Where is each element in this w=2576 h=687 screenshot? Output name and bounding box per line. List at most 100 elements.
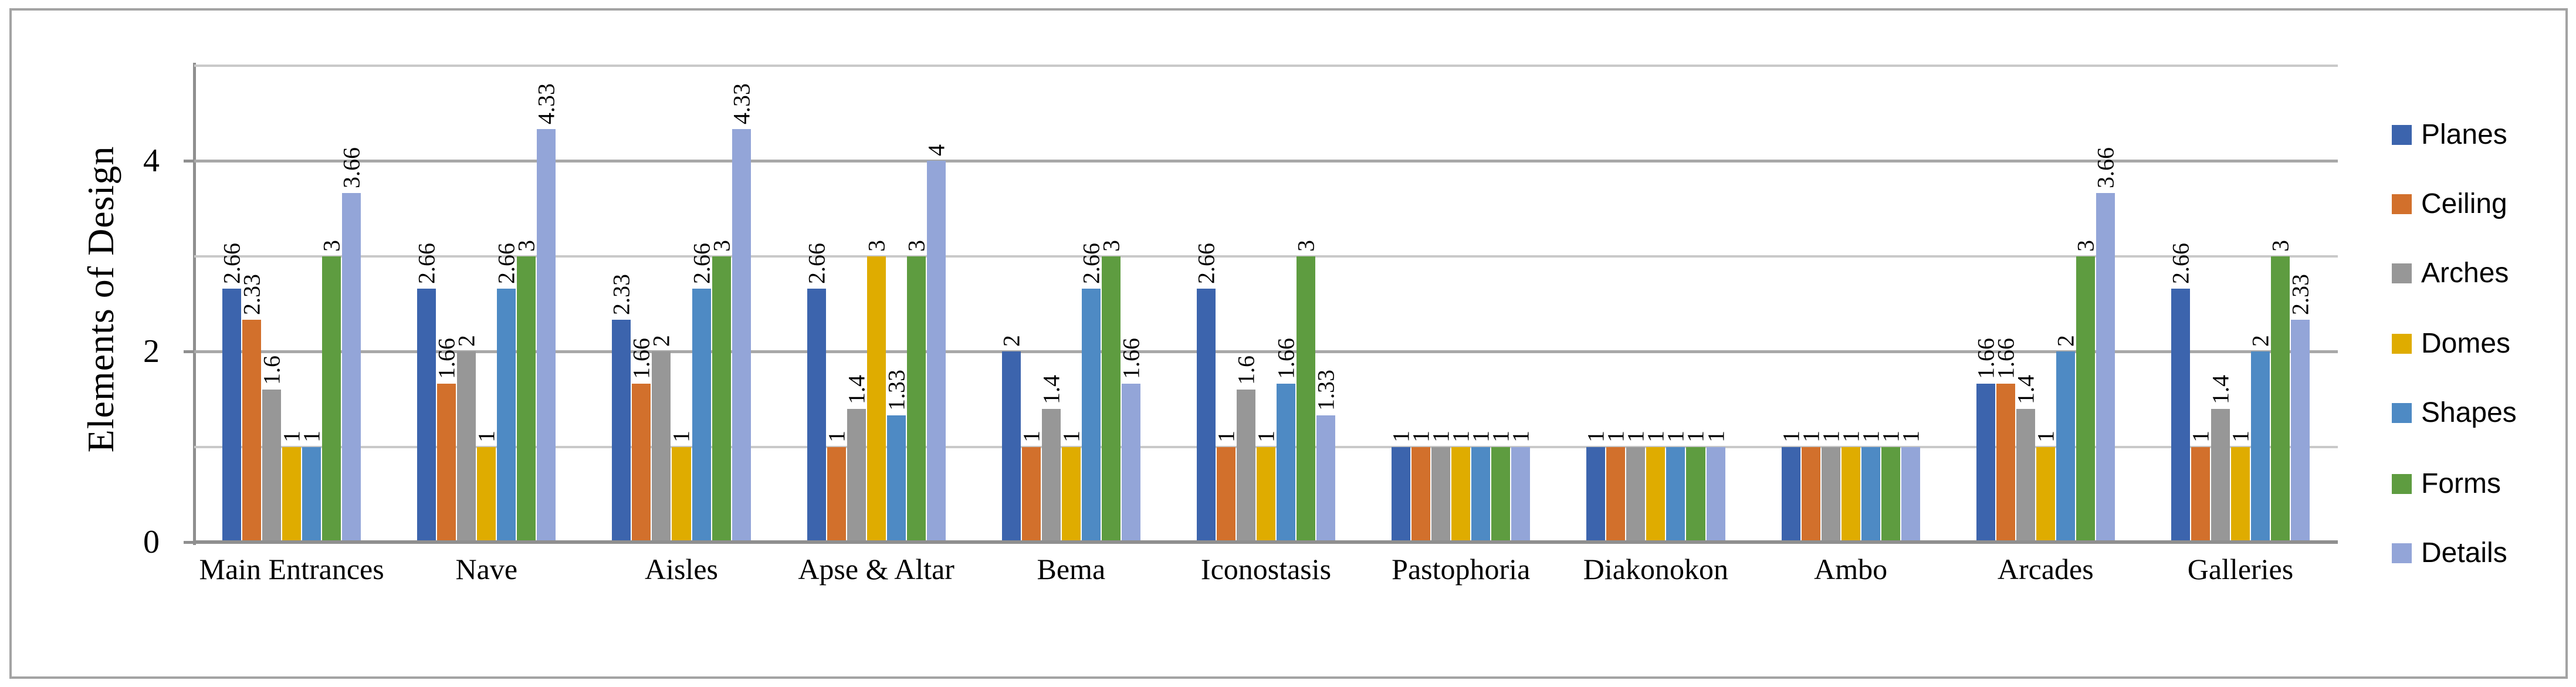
bar-slot: 1.6	[259, 65, 285, 542]
legend-label-details: Details	[2421, 537, 2507, 568]
data-label-details-1: 3.66	[338, 147, 365, 189]
bar-slot: 1	[1468, 65, 1494, 542]
data-label-arches-4: 1.4	[843, 374, 870, 404]
bar-group-aisles: 2.33 1.66 2 1 2.66 3 4.33	[584, 65, 778, 542]
bar-slot: 1.4	[1038, 65, 1064, 542]
bar-domes-5	[1061, 446, 1081, 542]
category-label-bema: Bema	[1037, 553, 1106, 586]
bar-group-bema: 2 1 1.4 1 2.66 3 1.66	[974, 65, 1169, 542]
bar-ceiling-3	[632, 384, 651, 542]
data-label-details-11: 2.33	[2287, 274, 2314, 316]
y-axis-line	[193, 63, 196, 545]
category-label-ambo: Ambo	[1814, 553, 1888, 586]
bar-ceiling-4	[827, 446, 846, 542]
data-label-ceiling-10: 1.66	[1992, 338, 2019, 380]
bar-slot: 1	[1253, 65, 1279, 542]
bar-group-nave: 2.66 1.66 2 1 2.66 3 4.33	[389, 65, 584, 542]
data-label-details-3: 4.33	[728, 83, 755, 125]
bar-slot: 3	[319, 65, 345, 542]
bar-slot: 1	[2187, 65, 2213, 542]
data-label-shapes-10: 2	[2052, 335, 2079, 347]
data-label-details-10: 3.66	[2092, 147, 2119, 189]
bar-details-8	[1706, 446, 1725, 542]
bar-arches-6	[1237, 390, 1256, 542]
bar-slot: 1	[279, 65, 305, 542]
bar-arches-7	[1431, 446, 1451, 542]
bar-planes-2	[417, 288, 436, 542]
bar-slot: 3	[2072, 65, 2098, 542]
bar-group-arcades: 1.66 1.66 1.4 1 2 3 3.66	[1948, 65, 2143, 542]
data-label-details-4: 4	[923, 144, 950, 156]
bar-slot: 1.66	[1972, 65, 1999, 542]
category-label-nave: Nave	[455, 553, 518, 586]
bar-group-iconostasis: 2.66 1 1.6 1 1.66 3 1.33	[1169, 65, 1363, 542]
bar-slot: 1	[1583, 65, 1609, 542]
y-tick-mark-4	[184, 160, 194, 163]
bar-details-4	[926, 161, 946, 542]
bar-shapes-2	[497, 288, 516, 542]
bar-ceiling-8	[1606, 446, 1626, 542]
bar-slot: 4	[923, 65, 949, 542]
bar-slot: 2	[2247, 65, 2274, 542]
bar-arches-2	[457, 351, 476, 542]
bar-slot: 1	[1837, 65, 1864, 542]
data-label-shapes-4: 1.33	[883, 369, 910, 411]
bar-slot: 1	[1798, 65, 1824, 542]
bar-forms-10	[2076, 256, 2095, 542]
bar-slot: 1	[1857, 65, 1884, 542]
bar-shapes-5	[1081, 288, 1101, 542]
bar-details-7	[1511, 446, 1531, 542]
legend-item-ceiling: Ceiling	[2392, 188, 2507, 220]
legend-label-domes: Domes	[2421, 328, 2511, 359]
bar-slot: 3.66	[2092, 65, 2118, 542]
bar-slot: 1	[2227, 65, 2253, 542]
data-label-ceiling-4: 1	[823, 430, 850, 442]
bar-ceiling-9	[1801, 446, 1820, 542]
legend-label-shapes: Shapes	[2421, 397, 2517, 428]
bar-group-main-entrances: 2.66 2.33 1.6 1 1 3 3.66	[194, 65, 389, 542]
bar-slot: 2.66	[493, 65, 520, 542]
bar-domes-1	[282, 446, 302, 542]
legend-item-arches: Arches	[2392, 257, 2509, 289]
data-label-arches-1: 1.6	[258, 356, 285, 385]
bar-slot: 2.66	[1078, 65, 1104, 542]
legend-item-domes: Domes	[2392, 327, 2510, 360]
bar-slot: 1	[1817, 65, 1844, 542]
bar-ceiling-2	[437, 384, 456, 542]
bar-slot: 2.66	[2167, 65, 2194, 542]
bar-slot: 1.66	[628, 65, 655, 542]
bar-arches-3	[652, 351, 671, 542]
bar-arches-8	[1626, 446, 1646, 542]
data-label-ceiling-1: 2.33	[238, 274, 265, 316]
y-tick-mark-2	[184, 350, 194, 353]
bar-slot: 1	[1663, 65, 1689, 542]
bar-shapes-6	[1277, 384, 1296, 542]
bar-ceiling-6	[1216, 446, 1235, 542]
bar-arches-1	[262, 390, 282, 542]
bar-slot: 1	[1778, 65, 1804, 542]
bar-details-9	[1901, 446, 1920, 542]
data-label-domes-2: 1	[473, 430, 500, 442]
bar-slot: 2	[648, 65, 675, 542]
bar-forms-3	[712, 256, 731, 542]
legend-swatch-ceiling	[2392, 194, 2412, 214]
bar-slot: 1	[1623, 65, 1649, 542]
category-label-galleries: Galleries	[2187, 553, 2294, 586]
bar-planes-3	[612, 320, 631, 542]
bar-slot: 2.66	[219, 65, 245, 542]
bar-details-6	[1316, 415, 1336, 542]
bar-slot: 2.33	[2287, 65, 2314, 542]
data-label-shapes-1: 1	[298, 430, 325, 442]
bar-domes-8	[1646, 446, 1666, 542]
data-label-planes-2: 2.66	[413, 242, 440, 284]
bar-domes-7	[1451, 446, 1471, 542]
legend-swatch-planes	[2392, 124, 2412, 145]
legend-label-ceiling: Ceiling	[2421, 188, 2507, 219]
data-label-details-8: 1	[1702, 430, 1729, 442]
bar-slot: 1	[1508, 65, 1534, 542]
bar-arches-9	[1821, 446, 1840, 542]
bar-slot: 2.33	[239, 65, 265, 542]
bar-slot: 1.33	[883, 65, 909, 542]
data-label-forms-5: 3	[1098, 239, 1125, 252]
bar-domes-9	[1841, 446, 1860, 542]
